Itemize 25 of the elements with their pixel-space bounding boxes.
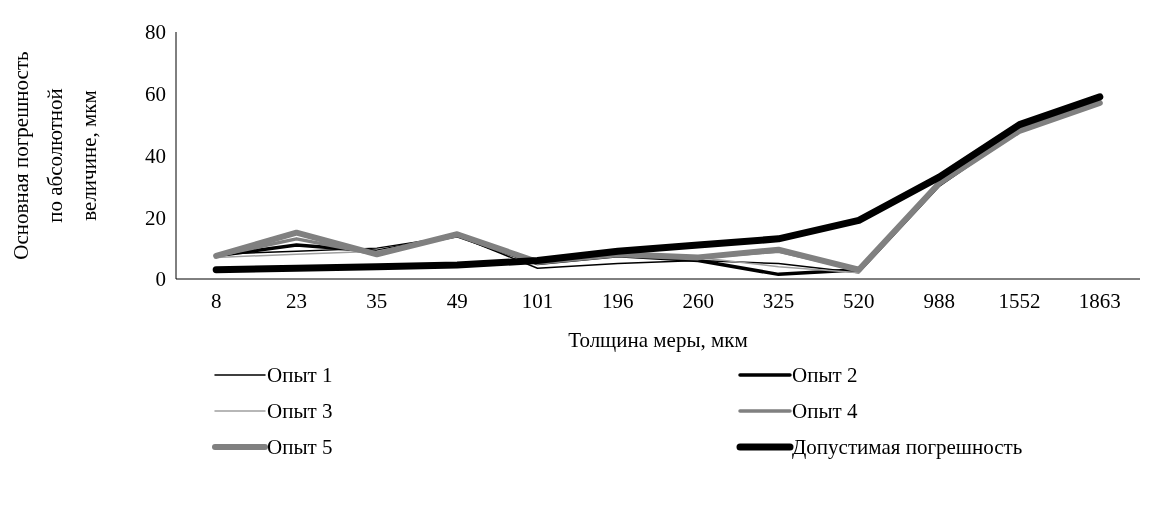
y-tick-label: 60 xyxy=(145,82,166,107)
y-tick-label: 0 xyxy=(155,267,166,292)
x-tick-label: 1863 xyxy=(1078,289,1121,313)
legend-label: Опыт 3 xyxy=(267,399,333,424)
legend-label: Опыт 1 xyxy=(267,363,333,388)
x-tick-label: 23 xyxy=(286,289,307,313)
legend-label: Опыт 4 xyxy=(792,399,858,424)
x-tick-label: 260 xyxy=(682,289,714,313)
y-tick-label: 20 xyxy=(145,205,166,230)
x-tick-label: 101 xyxy=(521,289,554,313)
legend-label: Опыт 5 xyxy=(267,435,333,460)
x-tick-label: 35 xyxy=(366,289,388,313)
y-tick-label: 40 xyxy=(145,143,166,168)
legend-label: Опыт 2 xyxy=(792,363,858,388)
y-axis-title: Основная погрешность по абсолютной величине, мкм xyxy=(9,51,101,260)
x-tick-label: 8 xyxy=(210,289,222,313)
x-tick-label: 49 xyxy=(446,289,468,313)
y-tick-label: 80 xyxy=(145,20,166,45)
x-tick-label: 520 xyxy=(843,289,875,313)
x-tick-label: 1552 xyxy=(998,289,1041,313)
x-tick-label: 196 xyxy=(602,289,634,313)
x-axis-title: Толщина меры, мкм xyxy=(568,328,748,352)
x-tick-label: 988 xyxy=(923,289,955,313)
x-tick-label: 325 xyxy=(762,289,795,313)
legend-label: Допустимая погрешность xyxy=(792,435,1023,460)
